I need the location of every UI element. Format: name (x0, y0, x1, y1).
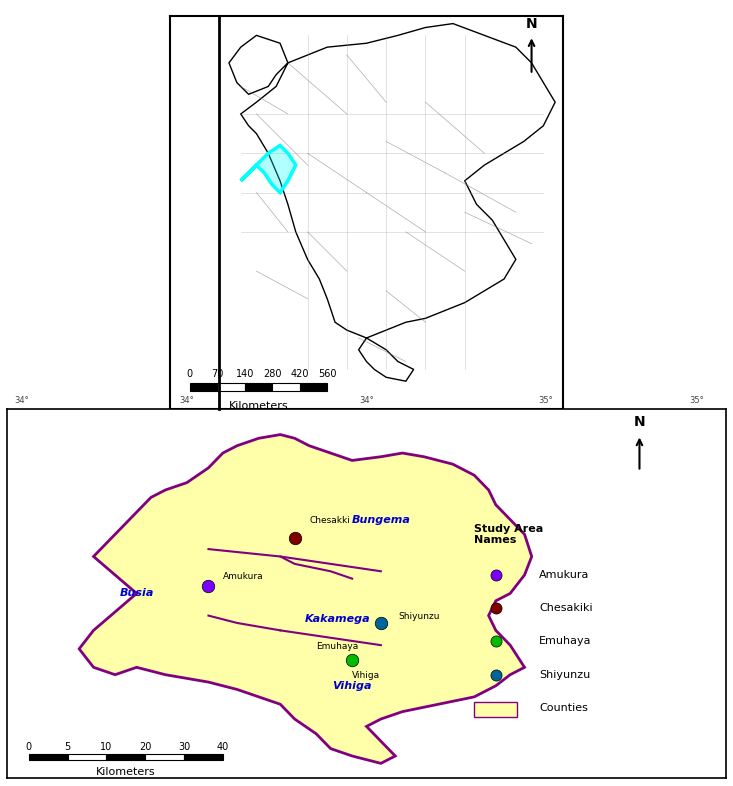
Text: Bungema: Bungema (351, 515, 410, 524)
Text: 560: 560 (318, 369, 336, 379)
Bar (106, 755, 145, 760)
Text: 20: 20 (139, 742, 152, 752)
Bar (300, 383, 327, 391)
Text: Vihiga: Vihiga (332, 681, 372, 691)
Text: Kilometers: Kilometers (96, 767, 155, 777)
Polygon shape (229, 24, 555, 381)
Text: N: N (526, 17, 537, 31)
Text: Emuhaya: Emuhaya (316, 641, 358, 651)
Text: Emuhaya: Emuhaya (539, 637, 592, 646)
Text: 34°: 34° (180, 396, 194, 405)
Text: 70: 70 (211, 369, 224, 379)
Text: 34°: 34° (15, 396, 29, 405)
Text: 420: 420 (290, 369, 309, 379)
Bar (184, 755, 223, 760)
Text: Chesakki: Chesakki (309, 516, 350, 525)
Polygon shape (240, 145, 295, 193)
Text: Busia: Busia (119, 589, 154, 598)
Bar (29, 755, 67, 760)
Text: Chesakiki: Chesakiki (539, 603, 592, 613)
Bar (190, 383, 217, 391)
Text: Amukura: Amukura (539, 570, 589, 580)
Bar (245, 383, 272, 391)
Text: Amukura: Amukura (223, 571, 263, 581)
Text: 140: 140 (235, 369, 254, 379)
Bar (67, 755, 106, 760)
Text: Counties: Counties (539, 703, 588, 713)
Text: Shiyunzu: Shiyunzu (539, 670, 590, 680)
Text: Kakamega: Kakamega (305, 615, 371, 624)
Text: 280: 280 (263, 369, 281, 379)
Bar (145, 755, 184, 760)
Text: N: N (633, 415, 645, 429)
Bar (217, 383, 245, 391)
Text: 5: 5 (65, 742, 71, 752)
Bar (474, 703, 517, 717)
Text: 0: 0 (26, 742, 32, 752)
Bar (272, 383, 300, 391)
Text: 40: 40 (217, 742, 229, 752)
Text: Kilometers: Kilometers (229, 401, 288, 411)
Text: Vihiga: Vihiga (352, 671, 380, 680)
Text: 10: 10 (100, 742, 113, 752)
Text: 0: 0 (187, 369, 193, 379)
Text: Study Area
Names: Study Area Names (474, 523, 543, 545)
Text: Shiyunzu: Shiyunzu (399, 612, 441, 621)
Text: 35°: 35° (690, 396, 704, 405)
Polygon shape (79, 435, 531, 763)
Text: 30: 30 (178, 742, 190, 752)
Text: 35°: 35° (539, 396, 553, 405)
Text: 34°: 34° (359, 396, 374, 405)
